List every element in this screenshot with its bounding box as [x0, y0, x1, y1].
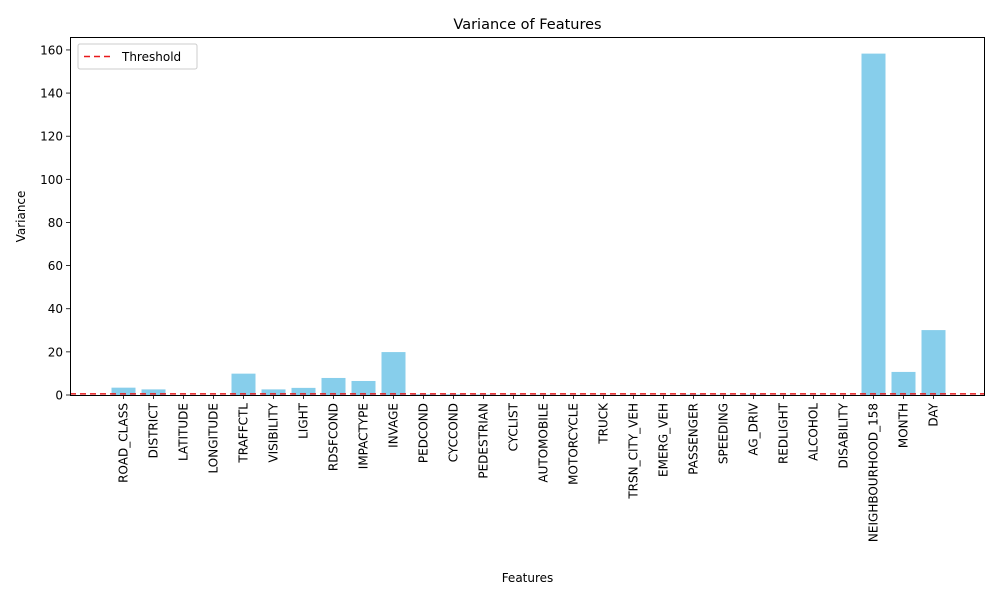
y-axis: 0 20 40 60 80 100 120 140 160 [40, 43, 70, 403]
x-tick-label: MOTORCYCLE [567, 403, 581, 485]
x-tick-label: PEDESTRIAN [477, 403, 491, 479]
plot-frame [70, 37, 985, 396]
y-tick-label: 40 [48, 302, 63, 316]
bar-day [921, 330, 946, 395]
bar-cyccond [441, 394, 466, 395]
legend-box [77, 43, 198, 70]
x-tick-label: ROAD_CLASS [117, 403, 131, 483]
x-tick-label: AG_DRIV [747, 402, 761, 455]
y-tick-label: 140 [40, 87, 63, 101]
legend-threshold-label: Threshold [121, 50, 181, 64]
x-tick-label: LATITUDE [177, 403, 191, 461]
bar-neighbourhood-158 [861, 53, 886, 396]
x-axis-title: Features [502, 571, 554, 585]
bar-rdsfcond [321, 377, 346, 395]
bar-impactype [351, 380, 376, 395]
y-axis-title: Variance [14, 191, 28, 243]
x-tick-label: AUTOMOBILE [537, 403, 551, 483]
bar-invage [381, 352, 406, 395]
x-tick-label: EMERG_VEH [657, 403, 671, 477]
x-tick-label: REDLIGHT [777, 402, 791, 464]
x-tick-label: INVAGE [387, 403, 401, 448]
x-tick-label: PASSENGER [687, 403, 701, 475]
bar-light [291, 387, 316, 395]
bar-traffctl [231, 373, 256, 395]
x-tick-label: LIGHT [297, 402, 311, 439]
x-tick-label: LONGITUDE [207, 403, 221, 473]
bar-month [891, 371, 916, 395]
plot-area [70, 53, 984, 396]
x-tick-label: TRSN_CITY_VEH [627, 403, 641, 500]
x-tick-label: ALCOHOL [807, 403, 821, 461]
y-tick-label: 100 [40, 173, 63, 187]
x-tick-label: TRAFFCTL [237, 403, 251, 464]
x-tick-label: NEIGHBOURHOOD_158 [867, 403, 881, 542]
x-tick-label: DISABILITY [837, 402, 851, 468]
bar-pedcond [411, 394, 436, 395]
y-tick-label: 80 [48, 216, 63, 230]
x-tick-label: IMPACTYPE [357, 403, 371, 469]
x-tick-label: TRUCK [597, 402, 611, 445]
y-tick-label: 160 [40, 43, 63, 57]
y-tick-label: 20 [48, 345, 63, 359]
bar-road-class [111, 387, 136, 395]
x-tick-label: CYCCOND [447, 403, 461, 462]
y-tick-label: 120 [40, 130, 63, 144]
bar-district [141, 389, 166, 395]
x-tick-label: DISTRICT [147, 402, 161, 458]
x-tick-label: MONTH [897, 403, 911, 448]
x-tick-label: CYCLIST [507, 402, 521, 451]
chart-title: Variance of Features [453, 17, 601, 33]
bar-visibility [261, 389, 286, 395]
y-tick-label: 0 [55, 389, 63, 403]
x-tick-label: SPEEDING [717, 403, 731, 464]
y-tick-label: 60 [48, 259, 63, 273]
x-tick-label: PEDCOND [417, 403, 431, 463]
x-tick-label: DAY [927, 402, 941, 426]
x-axis: ROAD_CLASS DISTRICT LATITUDE LONGITUDE TRAFF… [117, 395, 941, 542]
x-tick-label: RDSFCOND [327, 403, 341, 471]
x-tick-label: VISIBILITY [267, 402, 281, 462]
legend: Threshold [77, 43, 198, 70]
